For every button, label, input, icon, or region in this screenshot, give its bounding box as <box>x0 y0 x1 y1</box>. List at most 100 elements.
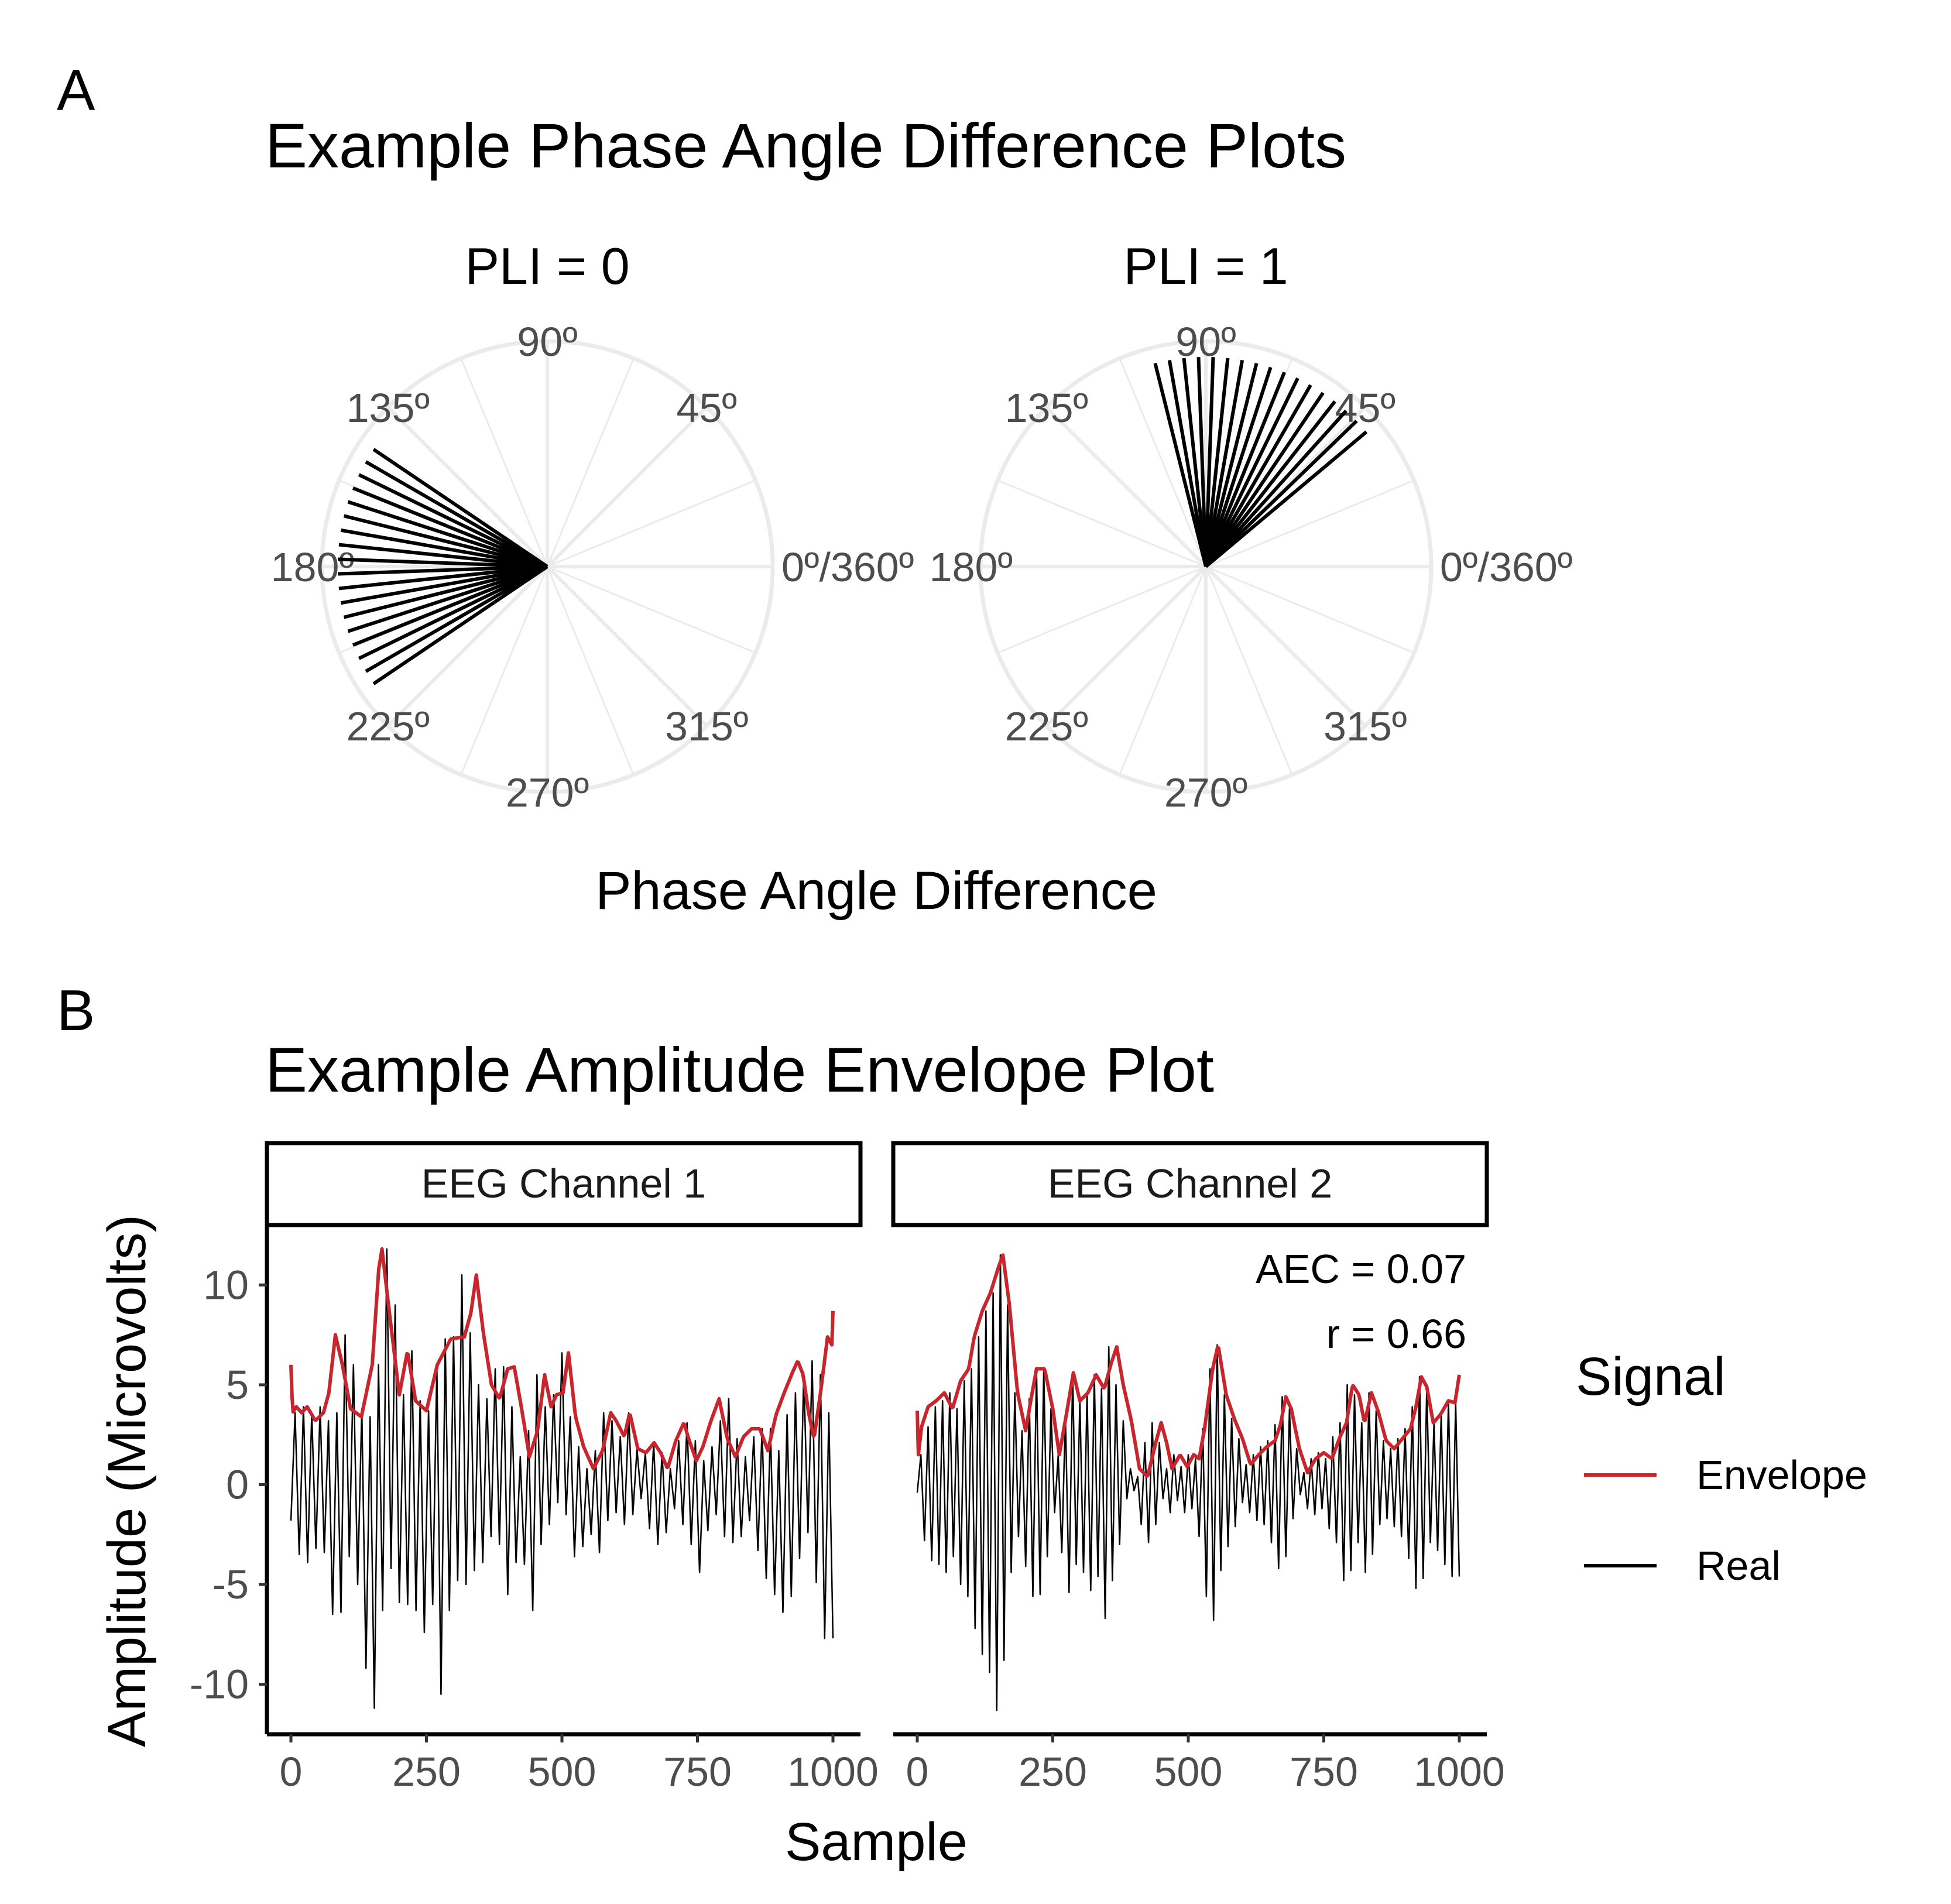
polar-gridline <box>997 565 1206 654</box>
phase-ray <box>338 565 548 576</box>
x-tick-label: 250 <box>392 1749 461 1795</box>
phase-ray <box>347 500 548 568</box>
polar-angle-label: 0º/360º <box>1440 544 1572 590</box>
x-tick-label: 500 <box>1154 1749 1223 1795</box>
x-axis-title: Sample <box>785 1812 968 1872</box>
y-tick-label: 0 <box>226 1462 249 1508</box>
polar-gridline <box>1045 565 1208 728</box>
polar-plot-title: PLI = 0 <box>465 237 629 295</box>
x-axis: 0 250 500 750 1000 <box>893 1732 1505 1795</box>
y-tick-label: -10 <box>190 1662 249 1707</box>
r-annotation: r = 0.66 <box>1326 1311 1466 1357</box>
x-tick-label: 0 <box>280 1749 303 1795</box>
phase-ray <box>1204 400 1336 568</box>
panel-b-letter: B <box>57 978 95 1042</box>
polar-angle-label: 270º <box>506 770 589 815</box>
strip-box <box>265 1141 863 1227</box>
x-tick-label: 750 <box>1290 1749 1358 1795</box>
x-tick-label: 500 <box>528 1749 596 1795</box>
polar-gridline <box>547 565 756 654</box>
polar-angle-label: 315º <box>665 704 748 749</box>
x-tick-label: 1000 <box>1414 1749 1505 1795</box>
phase-ray <box>1182 358 1208 567</box>
strip-label: EEG Channel 2 <box>1048 1161 1332 1206</box>
real-signal-path <box>290 1248 834 1709</box>
legend: Signal Envelope Real <box>1576 1347 1867 1589</box>
phase-ray <box>372 565 548 685</box>
polar-angle-label: 225º <box>1005 704 1088 749</box>
polar-gridline <box>546 406 708 568</box>
phase-ray <box>1204 409 1347 568</box>
polar-gridline <box>460 358 548 567</box>
polar-gridline <box>386 406 549 568</box>
phase-ray <box>352 486 548 568</box>
phase-ray <box>365 565 548 673</box>
x-tick-label: 250 <box>1019 1749 1087 1795</box>
phase-ray <box>1204 392 1325 568</box>
y-tick-label: 5 <box>226 1362 249 1408</box>
real-series-line <box>290 1248 834 1709</box>
y-axis: 10 5 0 -5 -10 <box>190 1225 269 1734</box>
polar-grid <box>978 339 1434 794</box>
phase-ray <box>340 565 548 605</box>
envelope-series-line <box>289 1247 835 1471</box>
polar-gridline <box>546 566 635 776</box>
panel-a-letter: A <box>57 58 95 122</box>
phase-ray <box>1204 366 1273 567</box>
phase-ray <box>365 460 548 568</box>
phase-ray <box>1204 359 1244 567</box>
y-tick-label: -5 <box>212 1562 249 1607</box>
polar-angle-label: 90º <box>517 319 577 365</box>
real-series-line <box>916 1254 1460 1711</box>
phase-ray <box>1196 357 1208 567</box>
phase-ray <box>340 528 548 568</box>
strip-box <box>891 1141 1489 1227</box>
polar-angle-label: 180º <box>271 544 354 590</box>
facet-eeg-channel-1: EEG Channel 1 0 250 500 750 1000 <box>265 1141 879 1795</box>
phase-ray <box>1204 384 1312 568</box>
legend-title: Signal <box>1576 1347 1726 1406</box>
facet-eeg-channel-2: EEG Channel 2 0 250 500 750 1000 AEC = 0.07 … <box>891 1141 1505 1795</box>
polar-plot-pli-0: PLI = 0 90º 45º 0º/360º 315º 270º 225º 180º 135… <box>271 237 914 815</box>
polar-rays <box>1153 357 1368 568</box>
polar-gridline <box>1205 479 1415 568</box>
x-tick-label: 750 <box>663 1749 732 1795</box>
polar-gridline <box>1204 565 1367 728</box>
polar-angle-labels: 90º 45º 0º/360º 315º 270º 225º 180º 135º <box>271 319 914 815</box>
polar-plot-title: PLI = 1 <box>1123 237 1288 295</box>
polar-plot-pli-1: PLI = 1 90º 45º 0º/360º 315º 270º 225º 180º 135… <box>930 237 1573 815</box>
phase-ray <box>343 514 548 568</box>
y-axis-title: Amplitude (Microvolts) <box>97 1215 157 1747</box>
phase-ray <box>1204 420 1358 568</box>
polar-gridline <box>546 358 635 567</box>
polar-gridline <box>1119 566 1207 776</box>
panel-a-axis-title: Phase Angle Difference <box>595 861 1157 921</box>
polar-rays <box>338 448 548 685</box>
polar-angle-label: 135º <box>347 385 430 431</box>
legend-label-real: Real <box>1696 1543 1781 1589</box>
phase-ray <box>338 557 548 568</box>
real-signal-path <box>916 1254 1460 1711</box>
polar-angle-label: 315º <box>1323 704 1407 749</box>
y-tick-label: 10 <box>203 1262 249 1308</box>
polar-angle-label: 0º/360º <box>781 544 914 590</box>
panel-a-title: Example Phase Angle Difference Plots <box>265 110 1346 181</box>
phase-ray <box>1204 377 1299 568</box>
polar-gridline <box>386 565 549 728</box>
polar-angle-label: 180º <box>930 544 1013 590</box>
phase-ray <box>1204 358 1230 567</box>
polar-angle-label: 90º <box>1175 319 1236 365</box>
polar-gridline <box>1205 565 1415 654</box>
polar-gridline <box>997 479 1206 568</box>
polar-angle-label: 45º <box>1335 385 1395 431</box>
panel-b-title: Example Amplitude Envelope Plot <box>265 1034 1214 1105</box>
x-tick-label: 0 <box>906 1749 929 1795</box>
polar-angle-label: 225º <box>347 704 430 749</box>
phase-ray <box>1167 359 1208 567</box>
x-tick-label: 1000 <box>787 1749 879 1795</box>
phase-ray <box>1205 430 1368 568</box>
legend-label-envelope: Envelope <box>1696 1452 1867 1498</box>
polar-angle-label: 45º <box>677 385 737 431</box>
phase-ray <box>358 565 548 660</box>
